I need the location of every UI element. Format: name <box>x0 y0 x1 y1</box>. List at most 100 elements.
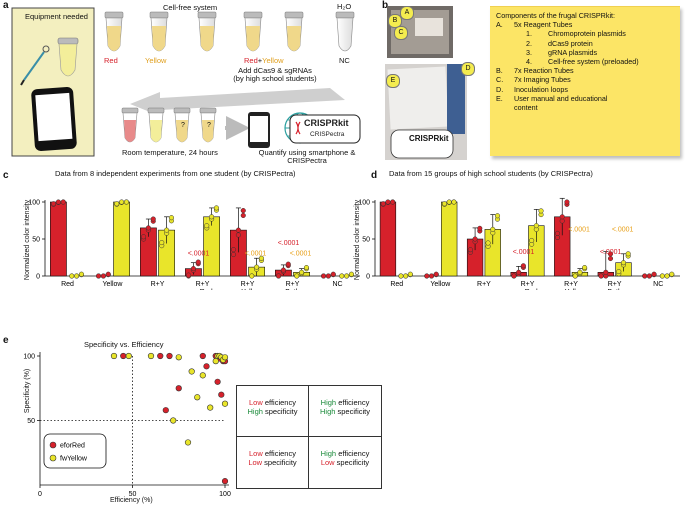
data-point <box>607 255 614 262</box>
photo-badge-c: C <box>394 26 408 40</box>
point-efor-red <box>199 352 206 360</box>
data-point <box>168 215 175 221</box>
x-tick-label: 50 <box>129 491 137 498</box>
bar-red <box>379 201 397 277</box>
chart-e: 0 50 100 50 100 eforRed fwYellow <box>23 352 231 498</box>
note-title: Components of the frugal CRISPRkit: <box>496 11 616 20</box>
data-point <box>123 199 130 205</box>
data-point <box>254 264 260 270</box>
panel-d-label: d <box>371 170 378 181</box>
note-subitem: 1. Chromoprotein plasmids <box>526 29 626 39</box>
note-item: content <box>514 103 538 113</box>
data-point <box>258 255 265 261</box>
data-point <box>380 201 386 207</box>
dna-icon <box>295 121 301 135</box>
data-point <box>235 227 241 233</box>
y-tick-label: 50 <box>27 418 35 425</box>
data-point <box>164 227 170 233</box>
data-point <box>204 223 210 229</box>
data-point <box>403 273 409 279</box>
x-tick-label: sgRed <box>517 289 537 290</box>
bottom-row-tubes <box>121 107 217 143</box>
data-point <box>213 205 220 211</box>
chart-d-title: Data from 15 groups of high school stude… <box>389 169 593 178</box>
equipment-label: Equipment needed <box>25 12 88 21</box>
process-arrow-icon <box>130 88 345 116</box>
data-point <box>330 271 336 277</box>
tube-label-red: Red <box>104 56 118 65</box>
p-value-annotation: <.0001 <box>513 249 535 256</box>
quantify-text: Quantify using smartphone & CRISPectra <box>258 148 356 165</box>
x-tick-label: Both <box>607 289 622 290</box>
data-point <box>159 240 165 246</box>
photo-badge-e: E <box>386 74 400 88</box>
panel-c-label: c <box>3 170 9 181</box>
note-item: C. 7x Imaging Tubes <box>496 75 571 85</box>
x-tick-label: R+Y <box>286 281 300 288</box>
x-tick-label: NC <box>653 281 663 288</box>
data-point <box>577 269 583 275</box>
chart-c-title: Data from 8 independent experiments from… <box>55 169 296 178</box>
data-point <box>235 232 241 238</box>
data-point <box>607 251 614 257</box>
bar-yellow <box>113 201 131 277</box>
data-point <box>230 247 237 253</box>
data-point <box>69 273 75 279</box>
data-point <box>285 261 291 267</box>
point-fw-yellow <box>170 417 177 424</box>
add-reagents-text: Add dCas9 & sgRNAs (by high school studen… <box>233 66 317 83</box>
cell-free-label: Cell-free system <box>163 3 218 12</box>
data-point <box>240 208 246 214</box>
data-point <box>249 273 255 279</box>
data-point <box>451 199 457 205</box>
data-point <box>494 213 501 219</box>
point-efor-red <box>175 385 182 392</box>
data-point <box>185 272 192 278</box>
data-point <box>664 273 670 279</box>
data-point <box>55 199 61 205</box>
p-value-annotation: <.0001 <box>188 250 210 257</box>
data-point <box>490 226 496 232</box>
quadrant-bottom-left: Low efficiency Low specificity <box>248 449 297 467</box>
data-point <box>669 271 675 277</box>
x-tick-label: NC <box>332 281 342 288</box>
p-value-annotation: <.0001 <box>278 240 300 247</box>
data-point <box>195 259 201 265</box>
data-point <box>325 273 331 279</box>
quadrant-grid: Low efficiency High specificity High eff… <box>236 385 382 489</box>
data-point <box>603 269 609 275</box>
panel-a-label: a <box>3 0 9 11</box>
data-point <box>511 273 517 279</box>
x-tick-label: sgRed <box>192 289 212 290</box>
data-point <box>598 273 604 279</box>
data-point <box>538 208 544 214</box>
data-point <box>74 273 80 279</box>
data-point <box>516 269 522 275</box>
data-point <box>60 199 66 205</box>
y-tick-label: 100 <box>358 200 370 207</box>
x-tick-label: R+Y <box>151 281 165 288</box>
note-item: D. Inoculation loops <box>496 84 568 94</box>
data-point <box>320 273 327 279</box>
data-point <box>339 273 345 279</box>
point-fw-yellow <box>147 352 155 360</box>
x-tick-label: Yellow <box>103 281 124 288</box>
data-point <box>477 225 483 231</box>
data-point <box>428 273 435 279</box>
p-value-annotation: <.0001 <box>568 227 590 234</box>
x-tick-label: R+Y <box>521 281 535 288</box>
note-subitem: 4. Cell-free system (preloaded) <box>526 57 639 67</box>
x-tick-label: sgYellow <box>557 289 585 290</box>
incubation-text: Room temperature, 24 hours <box>122 148 218 157</box>
data-point <box>407 271 413 277</box>
y-tick-label: 100 <box>28 200 40 207</box>
quadrant-top-right: High efficiency High specificity <box>319 398 371 416</box>
data-point <box>529 237 535 244</box>
data-point <box>472 236 478 242</box>
photo-badge-d: D <box>461 62 475 76</box>
point-fw-yellow <box>184 439 192 446</box>
point-fw-yellow <box>199 372 206 379</box>
y-tick-label: 50 <box>362 237 370 244</box>
data-point <box>385 199 391 205</box>
equipment-tube-icon <box>57 37 79 77</box>
